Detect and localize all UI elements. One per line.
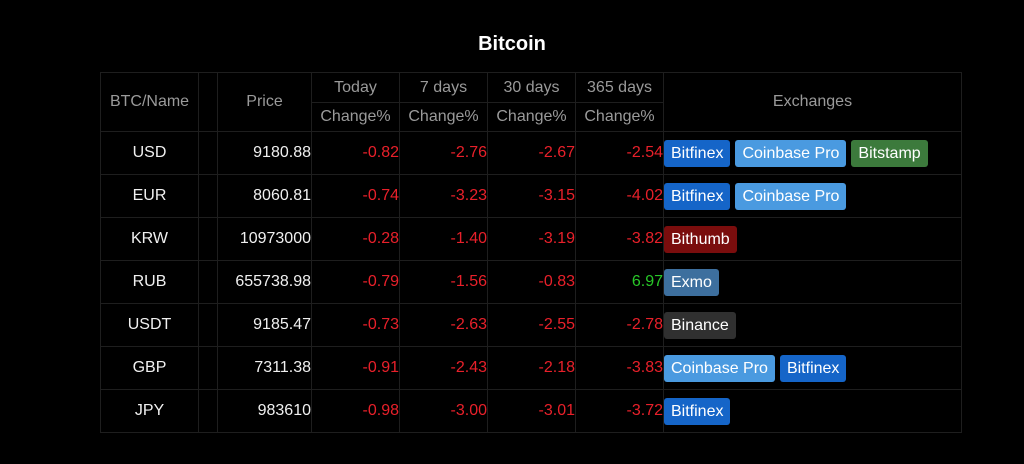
table-row-krw: KRW 10973000 -0.28 -1.40 -3.19 -3.82 Bithumb	[100, 217, 962, 261]
subheader-change-30-days: Change%	[487, 102, 576, 132]
currency-name: USDT	[100, 303, 199, 347]
currency-name: USD	[100, 131, 199, 175]
exchanges-cell: Exmo	[663, 260, 962, 304]
bitcoin-rates-table: BTC/Name Price Today 7 days 30 days 365 …	[100, 72, 962, 433]
currency-name: KRW	[100, 217, 199, 261]
change-d365-cell: -2.78	[575, 303, 664, 347]
change-d365-cell: -3.72	[575, 389, 664, 433]
spacer-cell	[198, 389, 218, 433]
header-30-days: 30 days	[487, 72, 576, 103]
change-today-cell: -0.74	[311, 174, 400, 218]
change-d365-cell: 6.97	[575, 260, 664, 304]
change-d30-cell: -3.15	[487, 174, 576, 218]
subheader-change-365-days: Change%	[575, 102, 664, 132]
exchanges-cell: Bitfinex Coinbase Pro	[663, 174, 962, 218]
change-d365-cell: -2.54	[575, 131, 664, 175]
table-row-gbp: GBP 7311.38 -0.91 -2.43 -2.18 -3.83 Coinbase P…	[100, 346, 962, 390]
change-today-cell: -0.91	[311, 346, 400, 390]
table-row-rub: RUB 655738.98 -0.79 -1.56 -0.83 6.97 Exmo	[100, 260, 962, 304]
exchange-badge-bitfinex[interactable]: Bitfinex	[664, 182, 731, 210]
exchange-badge-coinbase-pro[interactable]: Coinbase Pro	[735, 182, 847, 210]
header-name: BTC/Name	[100, 72, 199, 132]
change-d30-cell: -3.01	[487, 389, 576, 433]
change-today-cell: -0.79	[311, 260, 400, 304]
exchange-badge-bitfinex[interactable]: Bitfinex	[779, 354, 847, 382]
change-today-cell: -0.28	[311, 217, 400, 261]
currency-name: RUB	[100, 260, 199, 304]
exchanges-cell: Binance	[663, 303, 962, 347]
subheader-change-today: Change%	[311, 102, 400, 132]
change-d365-cell: -4.02	[575, 174, 664, 218]
header-price: Price	[217, 72, 312, 132]
spacer-cell	[198, 131, 218, 175]
exchange-badge-binance[interactable]: Binance	[664, 311, 736, 339]
currency-name: JPY	[100, 389, 199, 433]
change-d7-cell: -2.43	[399, 346, 488, 390]
change-d7-cell: -3.00	[399, 389, 488, 433]
price-cell: 10973000	[217, 217, 312, 261]
currency-name: EUR	[100, 174, 199, 218]
change-d30-cell: -0.83	[487, 260, 576, 304]
price-cell: 983610	[217, 389, 312, 433]
change-d365-cell: -3.82	[575, 217, 664, 261]
header-exchanges: Exchanges	[663, 72, 962, 132]
change-d30-cell: -2.55	[487, 303, 576, 347]
table-body: USD 9180.88 -0.82 -2.76 -2.67 -2.54 Bitfinex Co…	[100, 131, 962, 433]
change-d365-cell: -3.83	[575, 346, 664, 390]
change-today-cell: -0.73	[311, 303, 400, 347]
table-row-usd: USD 9180.88 -0.82 -2.76 -2.67 -2.54 Bitfinex Co…	[100, 131, 962, 175]
subheader-change-7-days: Change%	[399, 102, 488, 132]
exchanges-cell: Bitfinex	[663, 389, 962, 433]
price-cell: 9180.88	[217, 131, 312, 175]
header-spacer	[198, 72, 218, 132]
spacer-cell	[198, 174, 218, 218]
change-d30-cell: -2.18	[487, 346, 576, 390]
header-365-days: 365 days	[575, 72, 664, 103]
price-cell: 9185.47	[217, 303, 312, 347]
exchanges-cell: Coinbase Pro Bitfinex	[663, 346, 962, 390]
exchange-badge-bitfinex[interactable]: Bitfinex	[664, 397, 731, 425]
change-d30-cell: -3.19	[487, 217, 576, 261]
exchange-badge-coinbase-pro[interactable]: Coinbase Pro	[664, 354, 775, 382]
table-row-eur: EUR 8060.81 -0.74 -3.23 -3.15 -4.02 Bitfinex Co…	[100, 174, 962, 218]
exchange-badge-bitstamp[interactable]: Bitstamp	[851, 139, 928, 167]
change-d7-cell: -1.40	[399, 217, 488, 261]
exchange-badge-bithumb[interactable]: Bithumb	[664, 225, 737, 253]
change-today-cell: -0.98	[311, 389, 400, 433]
spacer-cell	[198, 303, 218, 347]
change-d7-cell: -2.76	[399, 131, 488, 175]
price-cell: 7311.38	[217, 346, 312, 390]
table-row-jpy: JPY 983610 -0.98 -3.00 -3.01 -3.72 Bitfinex	[100, 389, 962, 433]
exchange-badge-exmo[interactable]: Exmo	[664, 268, 719, 296]
change-d7-cell: -1.56	[399, 260, 488, 304]
page-title: Bitcoin	[478, 33, 546, 55]
currency-name: GBP	[100, 346, 199, 390]
change-today-cell: -0.82	[311, 131, 400, 175]
header-today: Today	[311, 72, 400, 103]
spacer-cell	[198, 217, 218, 261]
change-d7-cell: -2.63	[399, 303, 488, 347]
exchange-badge-coinbase-pro[interactable]: Coinbase Pro	[735, 139, 847, 167]
exchange-badge-bitfinex[interactable]: Bitfinex	[664, 139, 731, 167]
spacer-cell	[198, 346, 218, 390]
price-cell: 655738.98	[217, 260, 312, 304]
exchanges-cell: Bithumb	[663, 217, 962, 261]
price-cell: 8060.81	[217, 174, 312, 218]
spacer-cell	[198, 260, 218, 304]
header-7-days: 7 days	[399, 72, 488, 103]
table-header-row: BTC/Name Price Today 7 days 30 days 365 …	[100, 72, 962, 132]
change-d30-cell: -2.67	[487, 131, 576, 175]
change-d7-cell: -3.23	[399, 174, 488, 218]
table-row-usdt: USDT 9185.47 -0.73 -2.63 -2.55 -2.78 Binance	[100, 303, 962, 347]
table-subheader-row: Change% Change% Change% Change%	[101, 102, 962, 132]
exchanges-cell: Bitfinex Coinbase Pro Bitstamp	[663, 131, 962, 175]
